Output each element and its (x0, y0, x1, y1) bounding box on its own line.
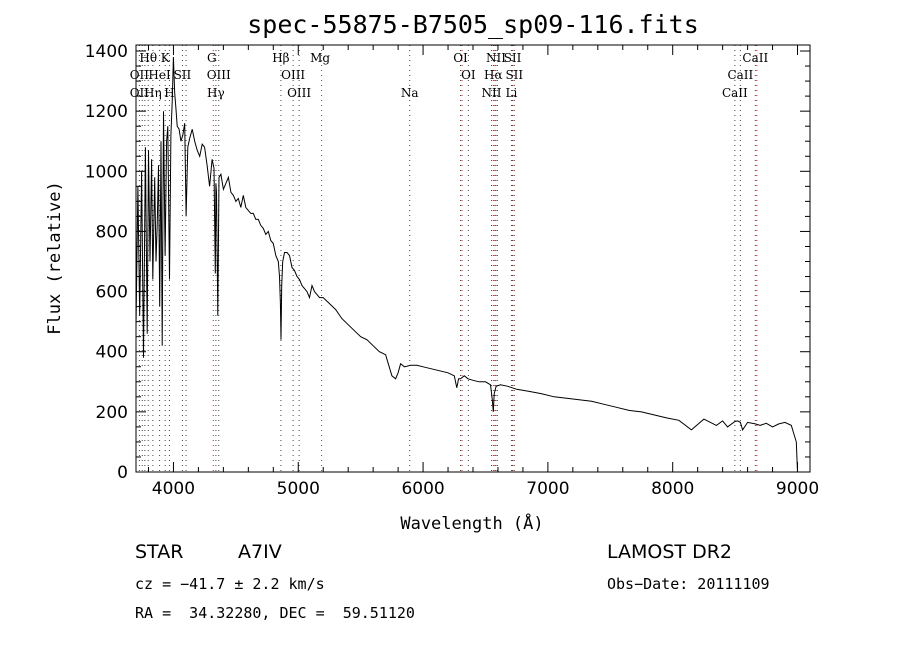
x-axis-label: Wavelength (Å) (400, 512, 543, 534)
spectral-line-label: Hγ (207, 86, 225, 100)
spectral-line-label: CaII (722, 86, 748, 100)
object-type: STAR (135, 541, 183, 563)
y-tick-label: 0 (117, 463, 128, 483)
spectral-line-label: OII (130, 68, 150, 82)
observation-date: Obs−Date: 20111109 (607, 575, 770, 593)
y-axis: 0 200 400 600 800 1000 1200 1400 (85, 42, 810, 483)
spectral-line-label: OI (453, 51, 468, 65)
spectral-line-label: Hη (144, 86, 162, 100)
spectral-line-label: SII (505, 68, 523, 82)
spectral-line-label: Na (401, 86, 419, 100)
x-tick-label: 4000 (152, 479, 195, 499)
spectral-line-label: CaII (742, 51, 768, 65)
spectral-line-label: OIII (287, 86, 311, 100)
coordinates: RA = 34.32280, DEC = 59.51120 (135, 604, 415, 622)
spectral-line-label: OIII (281, 68, 305, 82)
chart-title: spec-55875-B7505_sp09-116.fits (247, 10, 699, 39)
y-tick-label: 1400 (85, 42, 128, 62)
spectral-line-label: Hβ (272, 51, 289, 65)
spectral-line-label: NII (481, 86, 501, 100)
spectral-line-label: G (207, 51, 217, 65)
spectral-line-label: SII (174, 68, 192, 82)
x-tick-label: 5000 (277, 479, 320, 499)
line-markers (139, 45, 756, 472)
x-tick-label: 8000 (651, 479, 694, 499)
y-tick-label: 1200 (85, 102, 128, 122)
redshift-cz: cz = −41.7 ± 2.2 km/s (135, 575, 325, 593)
spectral-line-label: OIII (207, 68, 231, 82)
plot-frame (136, 45, 810, 472)
x-tick-label: 9000 (776, 479, 819, 499)
spectral-line-label: H (164, 86, 174, 100)
y-tick-label: 400 (96, 343, 128, 363)
spectrum-line (136, 57, 798, 472)
y-tick-label: 200 (96, 403, 128, 423)
y-tick-label: 1000 (85, 162, 128, 182)
spectral-line-label: Hθ (139, 51, 157, 65)
spectral-subclass: A7IV (238, 541, 282, 563)
spectral-line-label: Hα (484, 68, 503, 82)
y-axis-label: Flux (relative) (45, 181, 65, 335)
spectral-line-label: CaII (727, 68, 753, 82)
spectral-line-label: Li (506, 86, 518, 100)
spectral-line-label: K (161, 51, 171, 65)
x-tick-label: 7000 (526, 479, 569, 499)
spectral-line-label: SII (504, 51, 522, 65)
y-tick-label: 800 (96, 222, 128, 242)
y-tick-label: 600 (96, 283, 128, 303)
spectral-line-label: Mg (310, 51, 330, 65)
survey-name: LAMOST DR2 (607, 541, 732, 563)
spectral-line-label: OI (461, 68, 476, 82)
x-axis: 4000 5000 6000 7000 8000 9000 (148, 45, 819, 499)
x-tick-label: 6000 (401, 479, 444, 499)
spectral-line-label: HeI (148, 68, 171, 82)
